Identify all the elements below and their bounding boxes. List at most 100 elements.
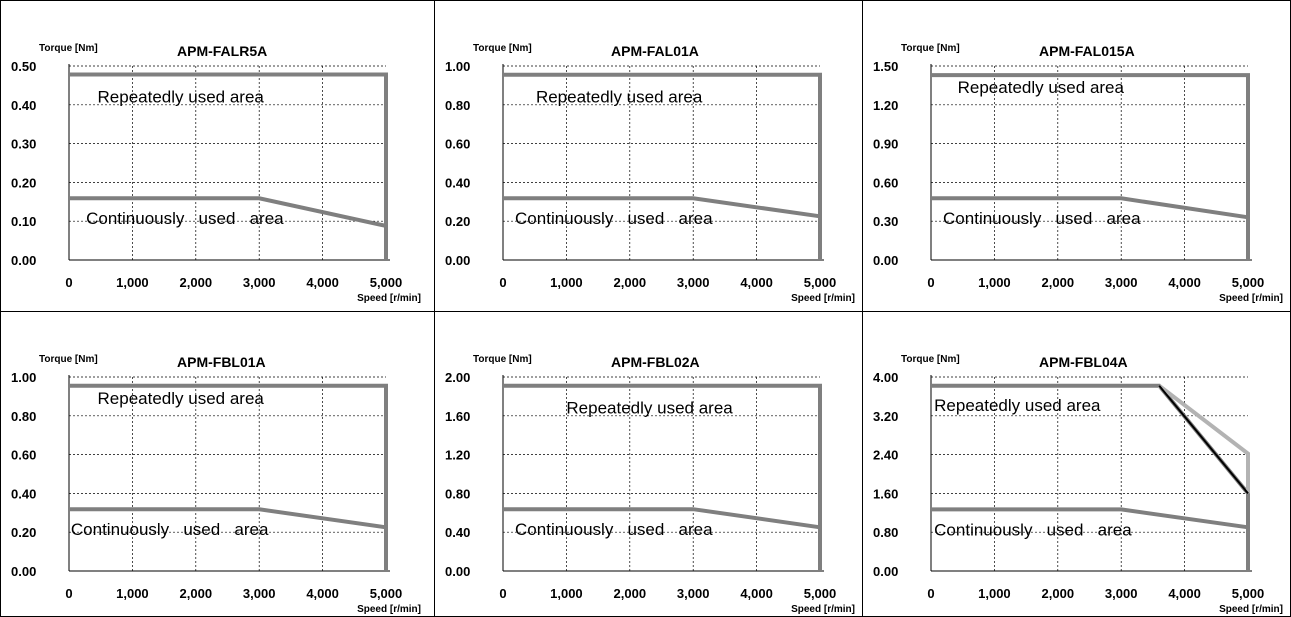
x-tick-label: 0	[65, 275, 72, 290]
x-tick-label: 2,000	[1042, 586, 1075, 601]
y-axis-title: Torque [Nm]	[473, 43, 532, 54]
torque-speed-chart: 0.00 0.40 0.80 1.20 1.60 2.00 0 1,000 2,000 3,000…	[445, 354, 855, 615]
area-annotation: Continuously used area	[943, 209, 1141, 228]
y-tick-label: 0.80	[445, 486, 470, 501]
series-line-rated	[69, 196, 388, 260]
y-tick-label: 1.20	[873, 98, 898, 113]
y-tick-label: 0.80	[11, 409, 36, 424]
x-tick-label: 4,000	[306, 275, 339, 290]
series-line-rated	[503, 196, 822, 260]
y-tick-label: 1.00	[11, 370, 36, 385]
x-tick-label: 4,000	[740, 586, 773, 601]
x-axis-title: Speed [r/min]	[791, 604, 855, 615]
chart-title: APM-FBL02A	[611, 354, 700, 370]
x-tick-label: 2,000	[180, 586, 213, 601]
x-tick-label: 5,000	[804, 275, 837, 290]
x-tick-label: 5,000	[370, 275, 403, 290]
y-tick-label: 0.10	[11, 214, 36, 229]
chart-panel: 0.00 0.20 0.40 0.60 0.80 1.00 0 1,000 2,000 3,000…	[0, 311, 434, 617]
y-tick-label: 0.40	[445, 525, 470, 540]
x-tick-label: 5,000	[370, 586, 403, 601]
area-annotation: Continuously used area	[515, 520, 713, 539]
y-tick-label: 1.60	[445, 409, 470, 424]
y-tick-label: 0.00	[11, 564, 36, 579]
x-axis-title: Speed [r/min]	[357, 293, 421, 304]
y-tick-label: 0.40	[11, 98, 36, 113]
x-tick-label: 3,000	[677, 275, 710, 290]
x-tick-label: 2,000	[1042, 275, 1075, 290]
x-tick-label: 2,000	[614, 586, 647, 601]
area-annotation: Repeatedly used area	[566, 398, 733, 417]
series-line-peak	[69, 383, 388, 571]
torque-speed-chart: 0.00 0.10 0.20 0.30 0.40 0.50 0 1,000 2,000 3,000…	[11, 43, 421, 304]
x-axis-title: Speed [r/min]	[357, 604, 421, 615]
series-line-peak-line	[1158, 385, 1249, 495]
y-tick-label: 0.40	[11, 486, 36, 501]
x-axis-title: Speed [r/min]	[1219, 293, 1283, 304]
chart-title: APM-FAL015A	[1039, 43, 1135, 59]
x-tick-label: 4,000	[740, 275, 773, 290]
chart-title: APM-FALR5A	[177, 43, 267, 59]
chart-panel: 0.00 0.30 0.60 0.90 1.20 1.50 0 1,000 2,000 3,000…	[862, 0, 1291, 311]
x-tick-label: 3,000	[1105, 586, 1138, 601]
y-tick-label: 4.00	[873, 370, 898, 385]
x-axis-title: Speed [r/min]	[1219, 604, 1283, 615]
torque-speed-chart: 0.00 0.20 0.40 0.60 0.80 1.00 0 1,000 2,000 3,000…	[445, 43, 855, 304]
x-tick-label: 2,000	[180, 275, 213, 290]
x-tick-label: 0	[65, 586, 72, 601]
x-tick-label: 4,000	[1168, 275, 1201, 290]
series-line-rated	[931, 196, 1250, 260]
y-axis-title: Torque [Nm]	[39, 43, 98, 54]
y-tick-label: 1.60	[873, 486, 898, 501]
x-tick-label: 5,000	[804, 586, 837, 601]
y-tick-label: 0.00	[445, 253, 470, 268]
y-tick-label: 0.20	[445, 214, 470, 229]
chart-panel: 0.00 0.10 0.20 0.30 0.40 0.50 0 1,000 2,000 3,000…	[0, 0, 434, 311]
y-tick-label: 0.20	[11, 175, 36, 190]
area-annotation: Continuously used area	[86, 209, 284, 228]
y-tick-label: 2.00	[445, 370, 470, 385]
chart-panel: 0.00 0.80 1.60 2.40 3.20 4.00 0 1,000 2,000 3,000…	[862, 311, 1291, 617]
x-tick-label: 0	[499, 586, 506, 601]
y-tick-label: 1.20	[445, 448, 470, 463]
area-annotation: Repeatedly used area	[98, 87, 265, 106]
y-tick-label: 0.40	[445, 175, 470, 190]
y-tick-label: 0.80	[873, 525, 898, 540]
y-axis-title: Torque [Nm]	[901, 43, 960, 54]
y-tick-label: 1.50	[873, 59, 898, 74]
x-axis-title: Speed [r/min]	[791, 293, 855, 304]
y-tick-label: 0.60	[11, 448, 36, 463]
y-tick-label: 0.60	[873, 175, 898, 190]
x-tick-label: 1,000	[550, 586, 583, 601]
x-tick-label: 3,000	[677, 586, 710, 601]
y-tick-label: 0.00	[873, 253, 898, 268]
y-tick-label: 3.20	[873, 409, 898, 424]
x-tick-label: 3,000	[1105, 275, 1138, 290]
series-line-peak	[931, 73, 1250, 260]
y-tick-label: 0.00	[11, 253, 36, 268]
y-axis-title: Torque [Nm]	[473, 354, 532, 365]
series-line-peak-alt	[1157, 384, 1250, 494]
y-tick-label: 2.40	[873, 448, 898, 463]
area-annotation: Repeatedly used area	[958, 78, 1125, 97]
series-line-rated	[931, 507, 1250, 571]
y-tick-label: 0.80	[445, 98, 470, 113]
y-axis-title: Torque [Nm]	[39, 354, 98, 365]
y-tick-label: 0.30	[11, 137, 36, 152]
torque-speed-chart: 0.00 0.20 0.40 0.60 0.80 1.00 0 1,000 2,000 3,000…	[11, 354, 421, 615]
area-annotation: Repeatedly used area	[934, 396, 1101, 415]
chart-panel: 0.00 0.40 0.80 1.20 1.60 2.00 0 1,000 2,000 3,000…	[434, 311, 862, 617]
y-tick-label: 0.90	[873, 137, 898, 152]
y-tick-label: 1.00	[445, 59, 470, 74]
y-tick-label: 0.00	[445, 564, 470, 579]
area-annotation: Continuously used area	[934, 521, 1132, 540]
torque-speed-chart: 0.00 0.80 1.60 2.40 3.20 4.00 0 1,000 2,000 3,000…	[873, 354, 1283, 615]
x-tick-label: 3,000	[243, 275, 276, 290]
x-tick-label: 1,000	[978, 275, 1011, 290]
x-tick-label: 4,000	[306, 586, 339, 601]
chart-panel: 0.00 0.20 0.40 0.60 0.80 1.00 0 1,000 2,000 3,000…	[434, 0, 862, 311]
y-tick-label: 0.50	[11, 59, 36, 74]
series-line-peak	[503, 72, 822, 260]
x-tick-label: 0	[927, 586, 934, 601]
